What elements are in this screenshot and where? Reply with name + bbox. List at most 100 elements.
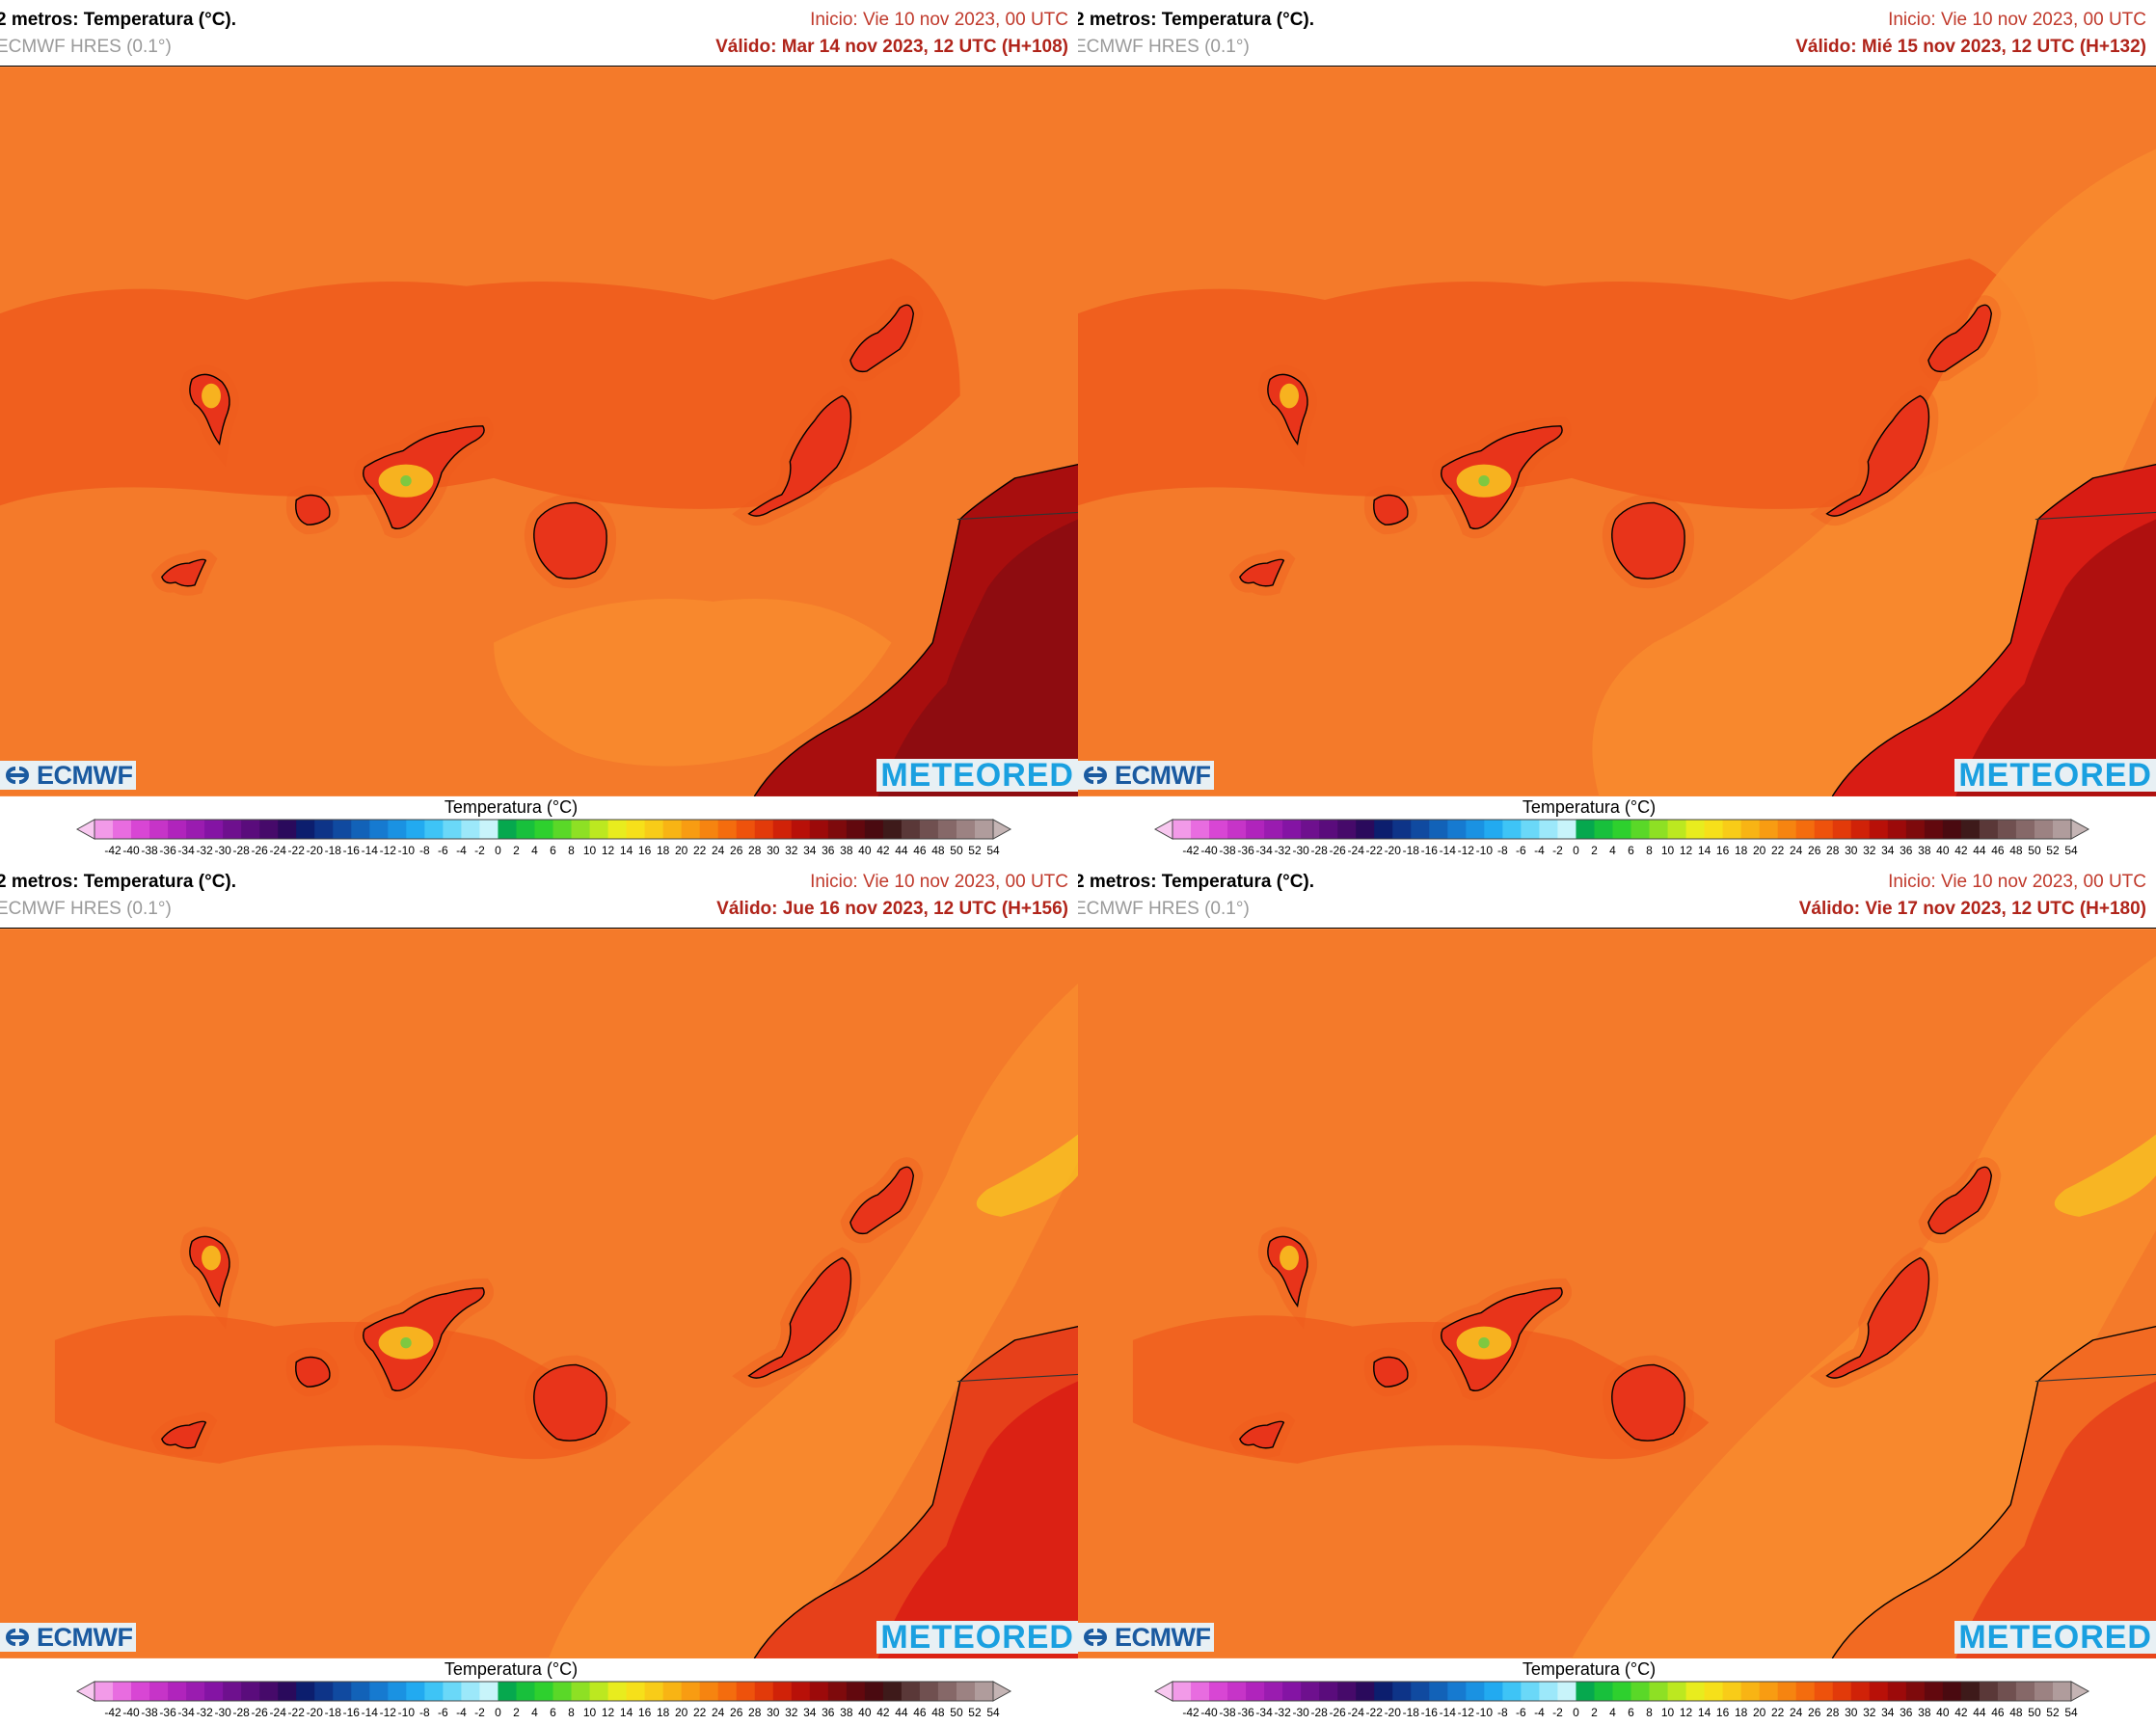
colorbar-tick-label: 6 — [1628, 1706, 1634, 1719]
teide-peak — [400, 1337, 412, 1349]
valid-time: Válido: Jue 16 nov 2023, 12 UTC (H+156) — [716, 899, 1068, 919]
colorbar-tick-label: 38 — [1918, 844, 1931, 857]
colorbar-swatch — [388, 820, 407, 839]
colorbar-tick-label: 0 — [1573, 1706, 1579, 1719]
model-label: ECMWF HRES (0.1°) — [0, 899, 172, 919]
colorbar-tick-label: -4 — [1534, 1706, 1545, 1719]
colorbar-tick-label: -14 — [1439, 1706, 1456, 1719]
colorbar-swatch — [1979, 820, 1999, 839]
colorbar-swatch — [1960, 1682, 1981, 1701]
colorbar-swatch — [113, 820, 132, 839]
colorbar-tick-label: 0 — [1573, 844, 1579, 857]
colorbar-tick-label: -18 — [1402, 844, 1419, 857]
colorbar-swatch — [1521, 820, 1540, 839]
colorbar-swatch — [1942, 1682, 1962, 1701]
colorbar-swatch — [1612, 820, 1632, 839]
colorbar-swatch — [1319, 1682, 1338, 1701]
colorbar-tick-label: 8 — [568, 844, 575, 857]
colorbar-swatch — [1246, 820, 1265, 839]
colorbar-swatch — [94, 820, 114, 839]
colorbar-tick-label: -42 — [1182, 844, 1199, 857]
colorbar-swatch — [607, 820, 628, 839]
gran-canaria-island — [533, 501, 607, 579]
colorbar-tick-label: 22 — [692, 844, 707, 857]
colorbar-swatch — [1722, 820, 1742, 839]
colorbar-scale — [75, 1681, 1012, 1702]
colorbar-tick-label: 24 — [1790, 844, 1803, 857]
colorbar-tick-label: 52 — [2046, 1706, 2060, 1719]
colorbar-tick-label: 18 — [1734, 844, 1748, 857]
colorbar-swatch — [846, 1682, 866, 1701]
model-label: ECMWF HRES (0.1°) — [1078, 37, 1250, 57]
colorbar-tick-label: -36 — [1237, 1706, 1254, 1719]
colorbar-swatch — [1484, 1682, 1503, 1701]
colorbar-tick-label: 16 — [1715, 1706, 1730, 1719]
colorbar-swatch — [919, 1682, 939, 1701]
colorbar-tick-label: -22 — [287, 844, 305, 857]
colorbar-swatch — [1795, 820, 1816, 839]
colorbar-tick-label: 28 — [748, 844, 762, 857]
colorbar-tick-label: 54 — [986, 1706, 1000, 1719]
colorbar-tick-label: 28 — [1826, 844, 1840, 857]
colorbar-swatch — [1484, 820, 1503, 839]
colorbar-min-arrow — [1153, 819, 1173, 840]
colorbar-tick-label: 6 — [550, 844, 556, 857]
colorbar-tick-label: 0 — [495, 1706, 501, 1719]
colorbar-tick-label: 2 — [1591, 1706, 1598, 1719]
colorbar-tick-label: -36 — [1237, 844, 1254, 857]
temperature-map: ECMWF METEORED — [0, 928, 1078, 1658]
colorbar-swatch — [1539, 1682, 1558, 1701]
colorbar-swatch — [974, 1682, 994, 1701]
colorbar-tick-label: 34 — [1881, 1706, 1895, 1719]
colorbar-swatch — [754, 1682, 774, 1701]
colorbar-swatch — [1630, 1682, 1651, 1701]
colorbar-tick-label: 8 — [1646, 844, 1653, 857]
colorbar-tick-label: 34 — [1881, 844, 1895, 857]
colorbar-tick-label: -16 — [342, 1706, 360, 1719]
colorbar-frame — [94, 819, 994, 840]
colorbar-swatch — [1869, 820, 1889, 839]
colorbar-tick-label: -34 — [177, 844, 195, 857]
colorbar-swatch — [516, 1682, 535, 1701]
colorbar-tick-label: 40 — [1936, 1706, 1950, 1719]
teide-peak — [400, 475, 412, 487]
africa-coastline — [753, 463, 1078, 796]
africa-interior — [877, 519, 1078, 796]
colorbar-swatch — [809, 820, 829, 839]
colorbar-swatch — [1649, 1682, 1669, 1701]
colorbar-tick-label: 50 — [950, 1706, 963, 1719]
colorbar-tick-label: 4 — [1609, 844, 1616, 857]
colorbar-swatch — [864, 820, 884, 839]
init-time: Inicio: Vie 10 nov 2023, 00 UTC — [1888, 10, 2146, 30]
colorbar-swatch — [314, 1682, 334, 1701]
temperature-map: ECMWF METEORED — [0, 66, 1078, 796]
colorbar-tick-label: -38 — [1219, 844, 1236, 857]
colorbar-swatch — [552, 1682, 573, 1701]
colorbar-scale — [1153, 819, 2090, 840]
colorbar-frame — [1172, 1681, 2072, 1702]
fuerteventura-island — [1825, 1256, 1930, 1379]
colorbar-swatch — [699, 1682, 719, 1701]
colorbar-tick-label: 36 — [1900, 1706, 1913, 1719]
colorbar-tick-label: -24 — [269, 844, 286, 857]
colorbar-swatch — [1374, 1682, 1393, 1701]
colorbar-swatch — [1759, 820, 1779, 839]
colorbar-swatch — [278, 820, 297, 839]
colorbar-tick-label: 42 — [876, 1706, 890, 1719]
colorbar-tick-label: -30 — [1292, 844, 1309, 857]
colorbar-swatch — [1227, 820, 1247, 839]
colorbar-tick-label: -28 — [232, 844, 250, 857]
colorbar-tick-label: -2 — [474, 844, 485, 857]
colorbar-swatch — [1429, 820, 1448, 839]
panel-header: 2 metros: Temperatura (°C). ECMWF HRES (0… — [1078, 862, 2156, 928]
colorbar-tick-label: -6 — [1516, 844, 1526, 857]
colorbar-swatch — [333, 1682, 352, 1701]
colorbar-tick-label: 44 — [1973, 1706, 1986, 1719]
la-palma-slopes — [202, 383, 222, 409]
map-panel-3: 2 metros: Temperatura (°C). ECMWF HRES (0… — [0, 862, 1078, 1724]
colorbar-swatch — [168, 1682, 187, 1701]
colorbar-tick-label: -4 — [456, 1706, 467, 1719]
colorbar-tick-label: 4 — [1609, 1706, 1616, 1719]
colorbar-tick-label: 14 — [1697, 844, 1711, 857]
colorbar-tick-label: 52 — [968, 1706, 982, 1719]
